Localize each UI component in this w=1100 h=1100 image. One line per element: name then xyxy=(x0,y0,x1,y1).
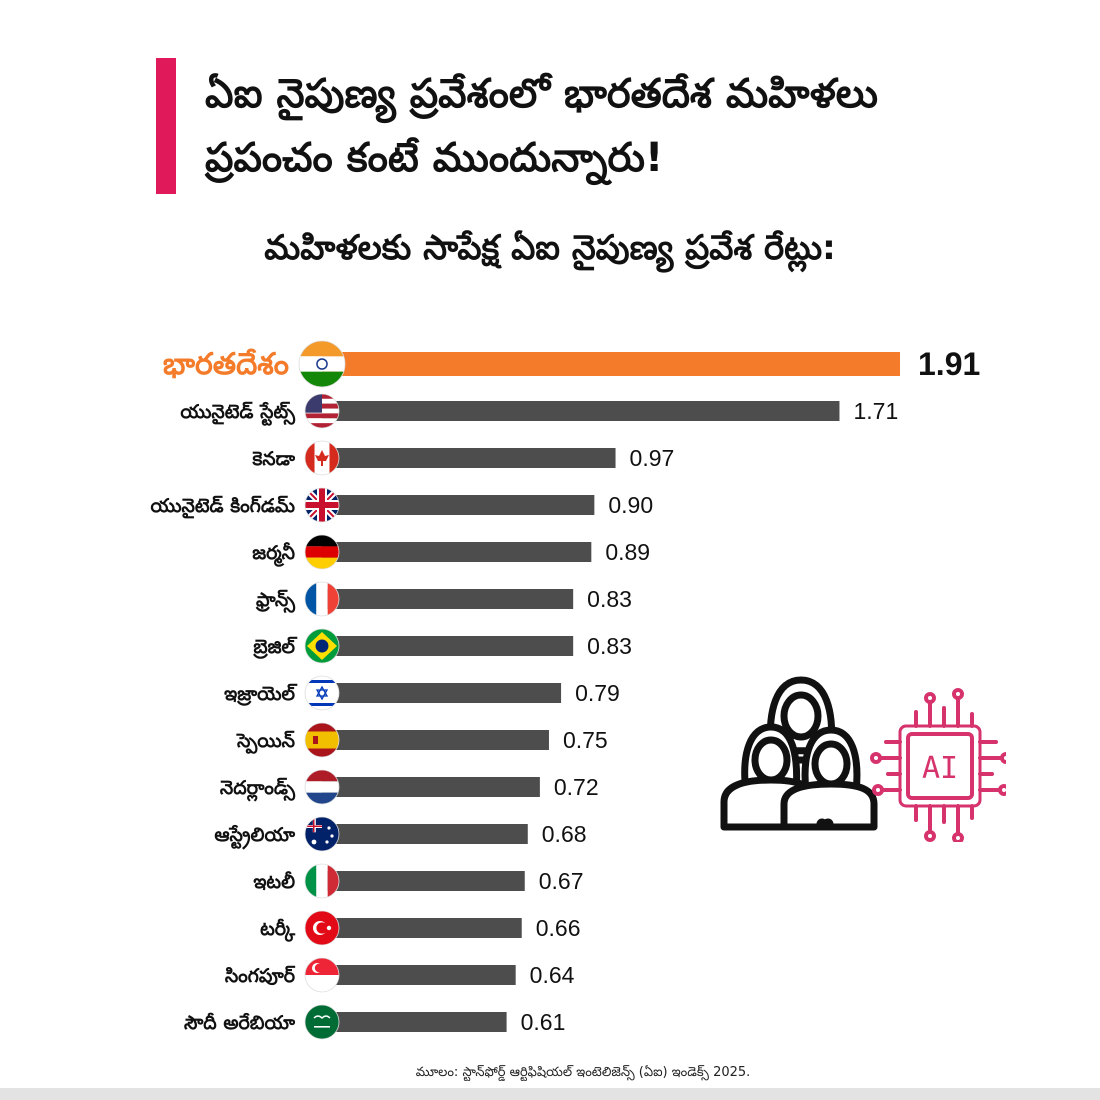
bar xyxy=(322,777,540,797)
uk-flag-icon xyxy=(304,487,340,523)
category-label: జర్మనీ xyxy=(252,542,295,567)
bar-highlight xyxy=(322,352,900,376)
category-label: భారతదేశం xyxy=(163,347,289,382)
bar xyxy=(322,965,516,985)
india-flag-icon xyxy=(298,340,346,388)
women-group-icon xyxy=(720,676,878,831)
ai-chip-label: AI xyxy=(922,751,958,786)
title-line-2: ప్రపంచం కంటే ముందున్నారు! xyxy=(205,135,664,181)
category-label: యునైటెడ్ స్టేట్స్ xyxy=(180,401,296,426)
bar xyxy=(322,1012,507,1032)
bar xyxy=(322,448,616,468)
israel-flag-icon xyxy=(304,675,340,711)
germany-flag-icon xyxy=(304,534,340,570)
chart-subtitle: మహిళలకు సాపేక్ష ఏఐ నైపుణ్య ప్రవేశ రేట్లు… xyxy=(264,228,836,268)
singapore-flag-icon xyxy=(304,957,340,993)
bar xyxy=(322,918,522,938)
category-label: సౌదీ అరేబియా xyxy=(184,1012,295,1034)
category-label: కెనడా xyxy=(251,448,295,470)
france-flag-icon xyxy=(304,581,340,617)
bar xyxy=(322,589,574,609)
category-label: స్పెయిన్ xyxy=(236,730,296,754)
value-label: 0.67 xyxy=(539,868,584,894)
category-label: ఇజ్రాయెల్ xyxy=(224,683,297,706)
category-label: టర్కీ xyxy=(260,918,296,942)
saudi-arabia-flag-icon xyxy=(304,1004,340,1040)
bar xyxy=(322,824,528,844)
bar xyxy=(322,683,562,703)
netherlands-flag-icon xyxy=(304,769,340,805)
spain-flag-icon xyxy=(304,722,340,758)
brazil-flag-icon xyxy=(304,628,340,664)
value-label: 0.97 xyxy=(630,445,675,471)
canada-flag-icon xyxy=(304,440,340,476)
category-label: ఫ్రాన్స్ xyxy=(255,589,296,613)
value-label: 0.64 xyxy=(530,962,575,988)
category-label: ఆస్ట్రేలియా xyxy=(214,824,295,850)
footer-strip xyxy=(0,1088,1100,1100)
value-label: 0.66 xyxy=(536,915,581,941)
italy-flag-icon xyxy=(304,863,340,899)
category-label: యునైటెడ్ కింగ్‌డమ్ xyxy=(151,495,295,519)
value-label: 0.89 xyxy=(605,539,650,565)
category-label: బ్రెజిల్ xyxy=(253,636,298,659)
bar xyxy=(322,401,840,421)
women-ai-illustration: AI xyxy=(720,676,1006,842)
bar xyxy=(322,542,592,562)
value-label: 0.79 xyxy=(575,680,620,706)
category-label: సింగపూర్ xyxy=(225,965,296,987)
category-label: ఇటలీ xyxy=(253,871,295,893)
value-label: 0.72 xyxy=(554,774,599,800)
bar xyxy=(322,636,574,656)
bar-chart: భారతదేశం 1.91 యునైటెడ్ స్టేట్స్ 1.71 కెనడా 0.… xyxy=(151,340,980,1040)
value-label: 1.91 xyxy=(918,346,980,382)
bar xyxy=(322,495,595,515)
usa-flag-icon xyxy=(304,393,340,429)
value-label: 1.71 xyxy=(853,398,898,424)
value-label: 0.90 xyxy=(608,492,653,518)
value-label: 0.75 xyxy=(563,727,608,753)
value-label: 0.83 xyxy=(587,633,632,659)
ai-chip-icon xyxy=(870,688,1006,842)
title-line-1: ఏఐ నైపుణ్య ప్రవేశంలో భారతదేశ మహిళలు xyxy=(205,71,878,117)
australia-flag-icon xyxy=(304,816,340,852)
category-label: నెదర్లాండ్స్ xyxy=(220,777,296,802)
bar xyxy=(322,730,549,750)
value-label: 0.68 xyxy=(542,821,587,847)
turkey-flag-icon xyxy=(304,910,340,946)
source-note: మూలం: స్టాన్‌ఫోర్డ్ ఆర్టిఫిషియల్ ఇంటెలిజ… xyxy=(415,1065,751,1080)
bar xyxy=(322,871,525,891)
page-title: ఏఐ నైపుణ్య ప్రవేశంలో భారతదేశ మహిళలు ప్రప… xyxy=(205,62,1065,190)
value-label: 0.83 xyxy=(587,586,632,612)
title-accent-bar xyxy=(156,58,176,194)
value-label: 0.61 xyxy=(521,1009,566,1035)
